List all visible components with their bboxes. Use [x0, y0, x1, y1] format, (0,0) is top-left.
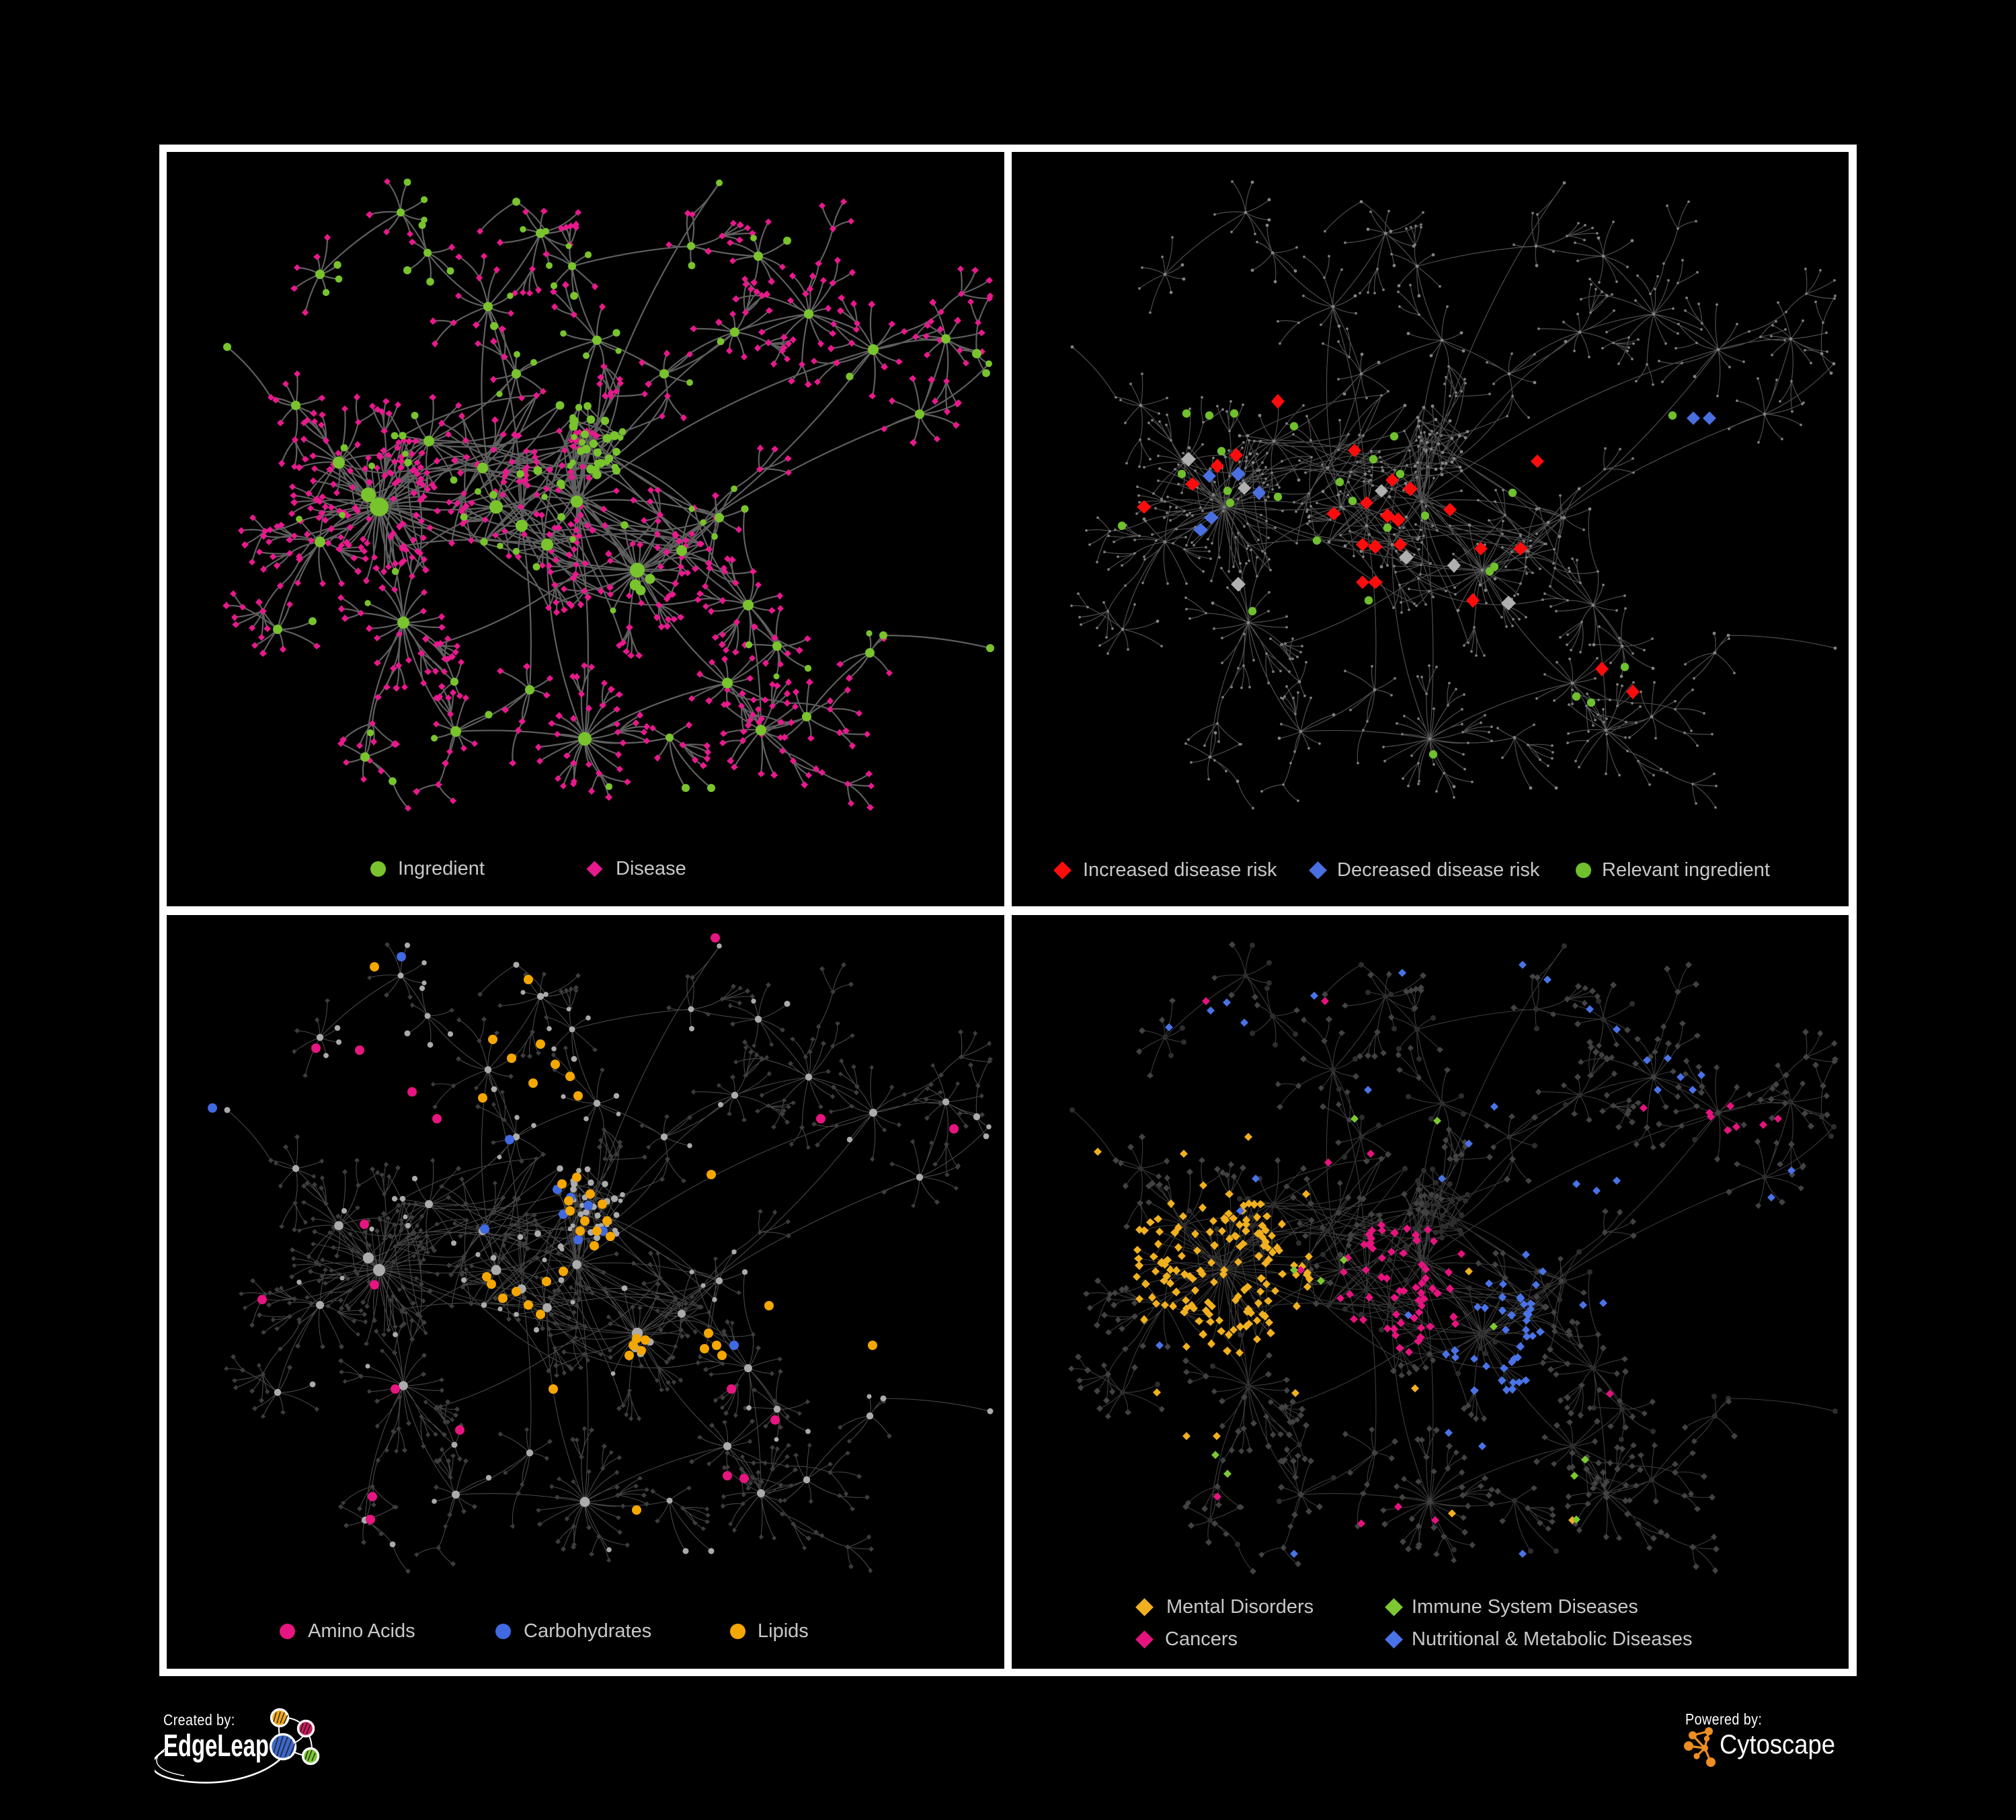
svg-text:Cytoscape: Cytoscape — [1720, 1729, 1835, 1759]
svg-text:Created by:: Created by: — [163, 1710, 235, 1729]
svg-text:Powered by:: Powered by: — [1685, 1710, 1762, 1728]
svg-text:EdgeLeap: EdgeLeap — [163, 1729, 269, 1764]
